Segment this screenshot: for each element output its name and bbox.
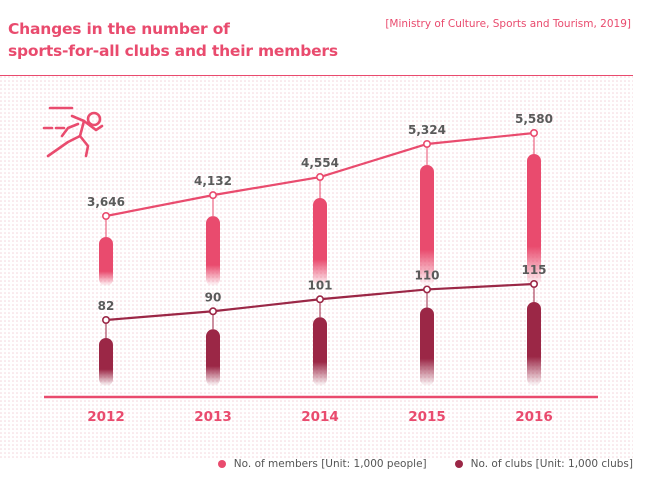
clubs-bar-2015 (420, 307, 434, 386)
source-citation: [Ministry of Culture, Sports and Tourism… (385, 18, 631, 30)
x-tick-label-2013: 2013 (194, 409, 232, 425)
clubs-data-label-2012: 82 (98, 299, 115, 313)
clubs-point-2012 (102, 316, 111, 325)
legend-label-members: No. of members [Unit: 1,000 people] (233, 458, 427, 470)
members-point-2016 (529, 128, 538, 137)
running-person-icon (42, 106, 104, 158)
clubs-data-label-2014: 101 (307, 278, 332, 292)
members-point-2012 (102, 212, 111, 221)
clubs-data-label-2015: 110 (414, 268, 439, 282)
clubs-bar-2016 (527, 302, 541, 386)
legend-item-clubs: No. of clubs [Unit: 1,000 clubs] (454, 458, 633, 470)
chart-title: Changes in the number of sports-for-all … (8, 18, 388, 62)
members-data-label-2014: 4,554 (301, 156, 339, 170)
legend-item-members: No. of members [Unit: 1,000 people] (217, 458, 427, 470)
members-bar-2016 (527, 154, 541, 286)
clubs-point-2016 (529, 280, 538, 289)
x-tick-label-2014: 2014 (301, 409, 339, 425)
legend-label-clubs: No. of clubs [Unit: 1,000 clubs] (470, 458, 633, 470)
clubs-point-2014 (315, 295, 324, 304)
clubs-data-label-2013: 90 (205, 290, 222, 304)
clubs-point-2015 (422, 285, 431, 294)
members-data-label-2015: 5,324 (408, 123, 446, 137)
clubs-point-2013 (209, 307, 218, 316)
legend-swatch-members (217, 460, 226, 468)
members-data-label-2012: 3,646 (87, 195, 125, 209)
x-tick-label-2016: 2016 (515, 409, 553, 425)
members-bar-2012 (99, 237, 113, 286)
members-data-label-2016: 5,580 (515, 112, 553, 126)
clubs-data-label-2016: 115 (521, 263, 546, 277)
x-tick-label-2015: 2015 (408, 409, 446, 425)
members-point-2013 (209, 191, 218, 200)
members-bar-2013 (206, 216, 220, 286)
chart-area: 3,646 82 2012 4,132 90 2013 4,554 101 2014 5,324 1… (0, 76, 633, 458)
chart-title-line-2: sports-for-all clubs and their members (8, 42, 338, 60)
members-bar-2014 (313, 198, 327, 286)
chart-title-line-1: Changes in the number of (8, 20, 230, 38)
members-bar-2015 (420, 164, 434, 286)
legend-swatch-clubs (454, 460, 463, 468)
clubs-bar-2013 (206, 329, 220, 386)
clubs-bar-2012 (99, 338, 113, 386)
clubs-bar-2014 (313, 317, 327, 386)
header-divider (0, 75, 633, 76)
members-point-2015 (422, 139, 431, 148)
x-tick-label-2012: 2012 (87, 409, 125, 425)
chart-legend: No. of members [Unit: 1,000 people] No. … (217, 458, 633, 470)
members-data-label-2013: 4,132 (194, 174, 232, 188)
members-point-2014 (315, 173, 324, 182)
